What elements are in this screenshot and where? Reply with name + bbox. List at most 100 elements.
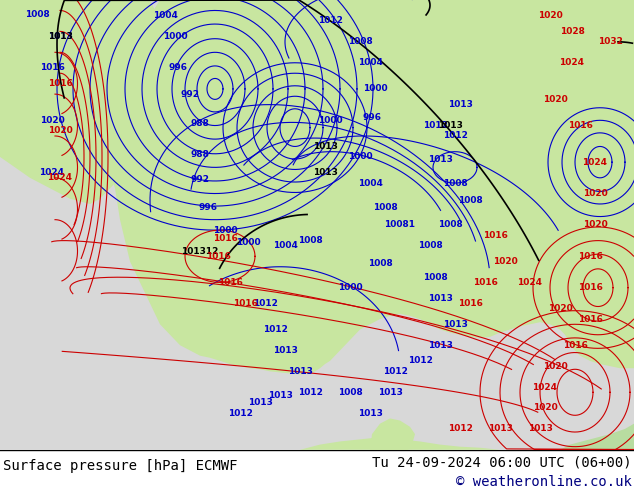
Text: 1012: 1012 <box>252 299 278 308</box>
Text: 1016: 1016 <box>458 299 482 308</box>
Text: 1024: 1024 <box>48 173 72 182</box>
Text: 1013: 1013 <box>268 391 292 400</box>
Text: 1016: 1016 <box>578 283 602 292</box>
Text: 1020: 1020 <box>543 95 567 104</box>
Text: 1016: 1016 <box>567 121 592 130</box>
Text: 996: 996 <box>169 64 188 73</box>
Text: 1012: 1012 <box>318 17 342 25</box>
Text: 1020: 1020 <box>493 257 517 266</box>
Polygon shape <box>560 424 634 450</box>
Text: 1020: 1020 <box>538 11 562 20</box>
Text: 1013: 1013 <box>48 32 72 41</box>
Text: 1008: 1008 <box>458 196 482 205</box>
Text: 1008: 1008 <box>443 178 467 188</box>
Text: 1020: 1020 <box>48 126 72 135</box>
Text: 1013: 1013 <box>488 424 512 433</box>
Text: 1016: 1016 <box>217 278 242 287</box>
Text: 1008: 1008 <box>347 37 372 47</box>
Text: 1016: 1016 <box>39 64 65 73</box>
Text: 992: 992 <box>190 175 209 184</box>
Text: 988: 988 <box>191 150 209 159</box>
Text: 1000: 1000 <box>363 84 387 94</box>
Text: 1020: 1020 <box>583 189 607 198</box>
Text: 1012: 1012 <box>408 356 432 366</box>
Polygon shape <box>300 437 500 450</box>
Text: 1008: 1008 <box>437 220 462 229</box>
Text: 1012: 1012 <box>228 409 252 417</box>
Text: 1012: 1012 <box>423 121 448 130</box>
Text: 1013: 1013 <box>313 142 337 151</box>
Text: 988: 988 <box>191 119 209 128</box>
Text: 1004: 1004 <box>273 242 297 250</box>
Text: 1020: 1020 <box>543 362 567 370</box>
Text: 1008: 1008 <box>368 259 392 268</box>
Text: 1013: 1013 <box>427 341 453 350</box>
Text: 1016: 1016 <box>578 252 602 261</box>
Text: 1013: 1013 <box>273 346 297 355</box>
Text: 1000: 1000 <box>212 225 237 235</box>
Text: Tu 24-09-2024 06:00 UTC (06+00): Tu 24-09-2024 06:00 UTC (06+00) <box>372 456 631 470</box>
Text: 1004: 1004 <box>358 58 382 67</box>
Text: 1024: 1024 <box>583 158 607 167</box>
Text: 1016: 1016 <box>482 231 507 240</box>
Text: 1016: 1016 <box>48 79 72 88</box>
Text: 1020: 1020 <box>548 304 573 313</box>
Text: 1004: 1004 <box>358 178 382 188</box>
Text: 996: 996 <box>198 203 217 212</box>
Text: 1012: 1012 <box>297 388 323 397</box>
Text: 1013: 1013 <box>288 367 313 376</box>
Text: 1000: 1000 <box>236 238 261 247</box>
Text: 1008: 1008 <box>373 203 398 212</box>
Text: 1012: 1012 <box>262 325 287 334</box>
Text: 1008: 1008 <box>297 236 322 245</box>
Text: 1008: 1008 <box>423 273 448 282</box>
Text: 1028: 1028 <box>560 27 585 36</box>
Polygon shape <box>0 0 175 204</box>
Text: 1013: 1013 <box>378 388 403 397</box>
Text: 1013: 1013 <box>427 154 453 164</box>
Text: 1013: 1013 <box>358 409 382 417</box>
Text: 1020: 1020 <box>583 220 607 229</box>
Text: 992: 992 <box>181 90 200 98</box>
Text: 1016: 1016 <box>472 278 498 287</box>
Text: 1000: 1000 <box>318 116 342 125</box>
Text: 1016: 1016 <box>205 252 230 261</box>
Text: 1013: 1013 <box>527 424 552 433</box>
Text: 1008: 1008 <box>418 242 443 250</box>
Polygon shape <box>500 0 634 235</box>
Text: 1013: 1013 <box>437 121 462 130</box>
Text: 1000: 1000 <box>338 283 362 292</box>
Text: 1008: 1008 <box>25 10 49 19</box>
Text: 1024: 1024 <box>559 58 585 67</box>
Text: 1012: 1012 <box>443 131 467 141</box>
Text: 1008: 1008 <box>338 388 363 397</box>
Text: 996: 996 <box>363 113 382 122</box>
Text: 1024: 1024 <box>39 168 65 177</box>
Text: © weatheronline.co.uk: © weatheronline.co.uk <box>456 475 631 489</box>
Text: 1024: 1024 <box>533 383 557 392</box>
Text: 101312: 101312 <box>181 246 219 256</box>
Text: 1012: 1012 <box>382 367 408 376</box>
Text: 1004: 1004 <box>153 11 178 20</box>
Text: Surface pressure [hPa] ECMWF: Surface pressure [hPa] ECMWF <box>3 459 237 473</box>
Text: 1016: 1016 <box>233 299 257 308</box>
Text: 1020: 1020 <box>533 403 557 413</box>
Text: 1013: 1013 <box>448 100 472 109</box>
Text: 1024: 1024 <box>517 278 543 287</box>
Text: 1016: 1016 <box>212 234 238 243</box>
Text: 1013: 1013 <box>48 32 72 41</box>
Polygon shape <box>0 0 634 374</box>
Text: 1012: 1012 <box>448 424 472 433</box>
Text: 1016: 1016 <box>578 315 602 323</box>
Text: 1013: 1013 <box>313 168 337 177</box>
Text: 1013: 1013 <box>443 320 467 329</box>
Text: 1013: 1013 <box>427 294 453 303</box>
Text: 1000: 1000 <box>163 32 187 41</box>
Text: 1020: 1020 <box>39 116 65 125</box>
Polygon shape <box>370 418 415 450</box>
Text: 1016: 1016 <box>562 341 588 350</box>
Text: 1000: 1000 <box>347 152 372 161</box>
Text: 10081: 10081 <box>384 220 415 229</box>
Text: 1032: 1032 <box>598 37 623 47</box>
Text: 1013: 1013 <box>247 398 273 407</box>
